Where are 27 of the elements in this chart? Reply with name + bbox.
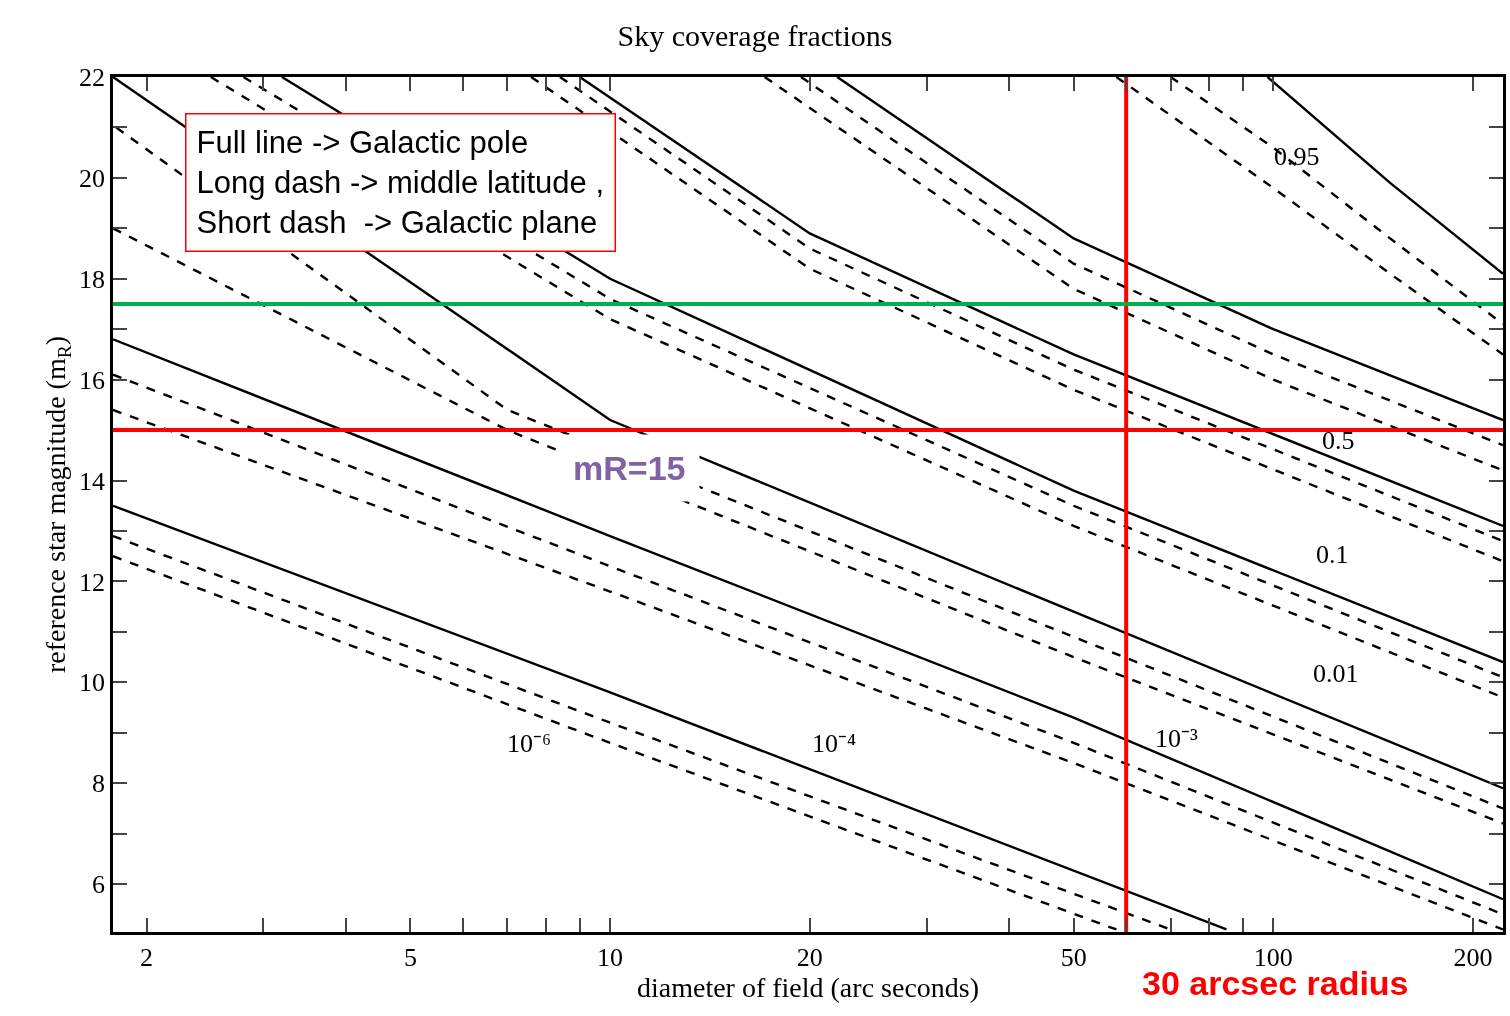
x-tick-label: 2	[140, 942, 154, 972]
y-tick-label: 12	[79, 567, 106, 597]
x-tick-label: 100	[1253, 942, 1293, 972]
annotation: 0.01	[1313, 659, 1359, 688]
x-tick-label: 5	[403, 942, 417, 972]
x-tick-label: 200	[1453, 942, 1493, 972]
annotation: 10⁻⁶	[507, 729, 552, 758]
y-tick-label: 18	[79, 264, 106, 294]
y-tick-label: 6	[92, 870, 106, 900]
annotation: 0.5	[1322, 426, 1355, 455]
annotation: 0.1	[1316, 540, 1349, 569]
annotation: Full line -> Galactic pole Long dash -> middle latitude , Short dash -> Galactic plane	[196, 124, 605, 241]
x-tick-label: 20	[796, 942, 823, 972]
annotation: 10⁻⁴	[812, 729, 857, 758]
y-tick-label: 22	[79, 63, 106, 93]
y-tick-label: 14	[79, 466, 106, 496]
chart-title: Sky coverage fractions	[617, 19, 893, 53]
annotation: 10⁻³	[1155, 724, 1198, 753]
y-tick-label: 8	[92, 769, 106, 799]
x-tick-label: 10	[597, 942, 624, 972]
x-axis-title: diameter of field (arc seconds)	[636, 971, 980, 1003]
y-tick-label: 16	[79, 365, 106, 395]
y-tick-label: 10	[79, 668, 106, 698]
annotation: 0.95	[1274, 142, 1320, 171]
ref-line-label: mR=15	[573, 449, 686, 487]
y-tick-label: 20	[79, 163, 106, 193]
x-tick-label: 50	[1060, 942, 1087, 972]
